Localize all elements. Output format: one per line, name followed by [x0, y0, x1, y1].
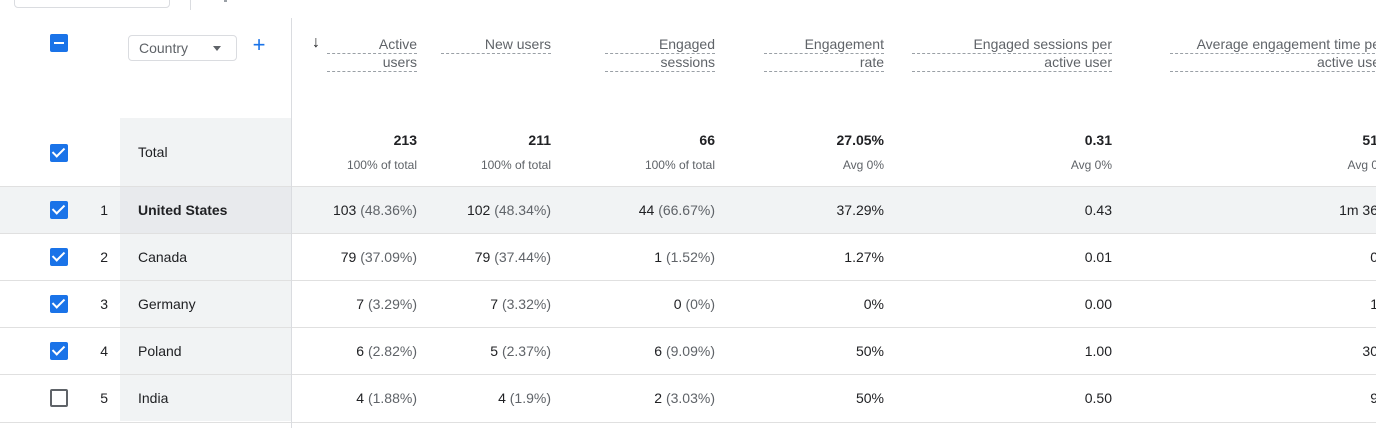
engaged-sessions-per-user-cell: 0.00 [1084, 296, 1112, 312]
dimension-cell-bg [120, 281, 291, 327]
engaged-sessions-per-user-cell: 0.01 [1084, 249, 1112, 265]
engaged-sessions-cell: 2 (3.03%) [654, 390, 715, 406]
total-engaged-sessions: 66 [699, 132, 715, 148]
total-engaged-sessions-sub: 100% of total [644, 158, 715, 172]
engaged-sessions-per-user-cell: 0.43 [1084, 202, 1112, 218]
caret-down-icon [213, 46, 221, 51]
avg-engagement-time-cell: 1m 36 [1339, 202, 1376, 218]
dimension-cell-bg [120, 187, 291, 233]
dimension-column-divider [291, 18, 292, 428]
dimension-cell-bg [120, 375, 291, 421]
add-dimension-button[interactable]: + [252, 32, 266, 57]
dimension-cell-bg [120, 234, 291, 280]
engagement-rate-cell: 0% [863, 296, 884, 312]
search-input[interactable] [14, 0, 170, 8]
total-engagement-rate-sub: Avg 0% [842, 158, 884, 172]
row-number: 4 [100, 343, 108, 359]
row-number: 3 [100, 296, 108, 312]
total-new-users: 211 [528, 132, 551, 148]
header-engagement-rate[interactable]: Engagement rate [764, 36, 884, 72]
row-checkbox[interactable] [50, 248, 68, 266]
top-toolbar [0, 0, 1376, 18]
table-row[interactable]: 5 India 4 (1.88%) 4 (1.9%) 2 (3.03%) 50%… [0, 374, 1376, 421]
country-name: India [138, 390, 169, 406]
header-avg-engagement-time[interactable]: Average engagement time pe active use [1170, 36, 1376, 72]
engaged-sessions-cell: 0 (0%) [673, 296, 715, 312]
header-engaged-sessions-per-user[interactable]: Engaged sessions per active user [912, 36, 1112, 72]
country-name: Canada [138, 249, 188, 265]
sort-down-arrow-icon[interactable]: ↓ [312, 34, 320, 51]
engaged-sessions-cell: 1 (1.52%) [654, 249, 715, 265]
engaged-sessions-cell: 44 (66.67%) [638, 202, 715, 218]
dimension-column-bg [120, 118, 291, 186]
country-name: United States [138, 202, 228, 218]
table-row[interactable]: 1 United States 103 (48.36%) 102 (48.34%… [0, 186, 1376, 233]
active-users-cell: 7 (3.29%) [356, 296, 417, 312]
total-active-users: 213 [393, 132, 417, 148]
total-engaged-sessions-per-user: 0.31 [1084, 132, 1112, 148]
table-row[interactable]: 4 Poland 6 (2.82%) 5 (2.37%) 6 (9.09%) 5… [0, 327, 1376, 374]
row-number: 2 [100, 249, 108, 265]
table-header: Country + ↓ Active users New users Engag… [0, 18, 1376, 118]
row-number: 5 [100, 390, 108, 406]
row-checkbox[interactable] [50, 342, 68, 360]
avg-engagement-time-cell: 30 [1362, 343, 1376, 359]
toolbar-divider [190, 0, 191, 10]
total-engaged-sessions-per-user-sub: Avg 0% [1070, 158, 1112, 172]
new-users-cell: 5 (2.37%) [490, 343, 551, 359]
row-checkbox[interactable] [50, 201, 68, 219]
table-row[interactable]: 2 Canada 79 (37.09%) 79 (37.44%) 1 (1.52… [0, 233, 1376, 280]
engagement-rate-cell: 50% [855, 343, 884, 359]
header-active-users[interactable]: Active users [327, 36, 417, 72]
row-number: 1 [100, 202, 108, 218]
engagement-rate-cell: 37.29% [836, 202, 884, 218]
table-bottom-border [0, 422, 1376, 423]
new-users-cell: 102 (48.34%) [466, 202, 551, 218]
table-row[interactable]: 3 Germany 7 (3.29%) 7 (3.32%) 0 (0%) 0% … [0, 280, 1376, 327]
total-avg-engagement-time: 51 [1362, 132, 1376, 148]
avg-engagement-time-cell: 1 [1370, 296, 1376, 312]
dimension-cell-bg [120, 328, 291, 374]
total-engagement-rate: 27.05% [836, 132, 884, 148]
country-name: Germany [138, 296, 196, 312]
active-users-cell: 4 (1.88%) [356, 390, 417, 406]
engaged-sessions-cell: 6 (9.09%) [654, 343, 715, 359]
country-name: Poland [138, 343, 182, 359]
toolbar-glyph [224, 0, 227, 2]
active-users-cell: 103 (48.36%) [332, 202, 417, 218]
new-users-cell: 4 (1.9%) [498, 390, 551, 406]
engaged-sessions-per-user-cell: 0.50 [1084, 390, 1112, 406]
select-all-checkbox[interactable] [50, 34, 68, 52]
row-checkbox[interactable] [50, 389, 68, 407]
active-users-cell: 6 (2.82%) [356, 343, 417, 359]
engagement-rate-cell: 1.27% [844, 249, 884, 265]
total-avg-engagement-time-sub: Avg 0 [1347, 158, 1376, 172]
new-users-cell: 7 (3.32%) [490, 296, 551, 312]
avg-engagement-time-cell: 9 [1370, 390, 1376, 406]
header-engaged-sessions[interactable]: Engaged sessions [605, 36, 715, 72]
total-active-users-sub: 100% of total [346, 158, 417, 172]
active-users-cell: 79 (37.09%) [340, 249, 417, 265]
total-checkbox[interactable] [50, 144, 68, 162]
total-row: Total 213 100% of total 211 100% of tota… [0, 118, 1376, 186]
dimension-select[interactable]: Country [128, 35, 237, 61]
new-users-cell: 79 (37.44%) [474, 249, 551, 265]
row-checkbox[interactable] [50, 295, 68, 313]
engagement-rate-cell: 50% [855, 390, 884, 406]
total-new-users-sub: 100% of total [480, 158, 551, 172]
avg-engagement-time-cell: 0 [1370, 249, 1376, 265]
header-new-users[interactable]: New users [441, 36, 551, 54]
engaged-sessions-per-user-cell: 1.00 [1084, 343, 1112, 359]
total-label: Total [138, 144, 168, 160]
dimension-select-label: Country [139, 40, 189, 56]
